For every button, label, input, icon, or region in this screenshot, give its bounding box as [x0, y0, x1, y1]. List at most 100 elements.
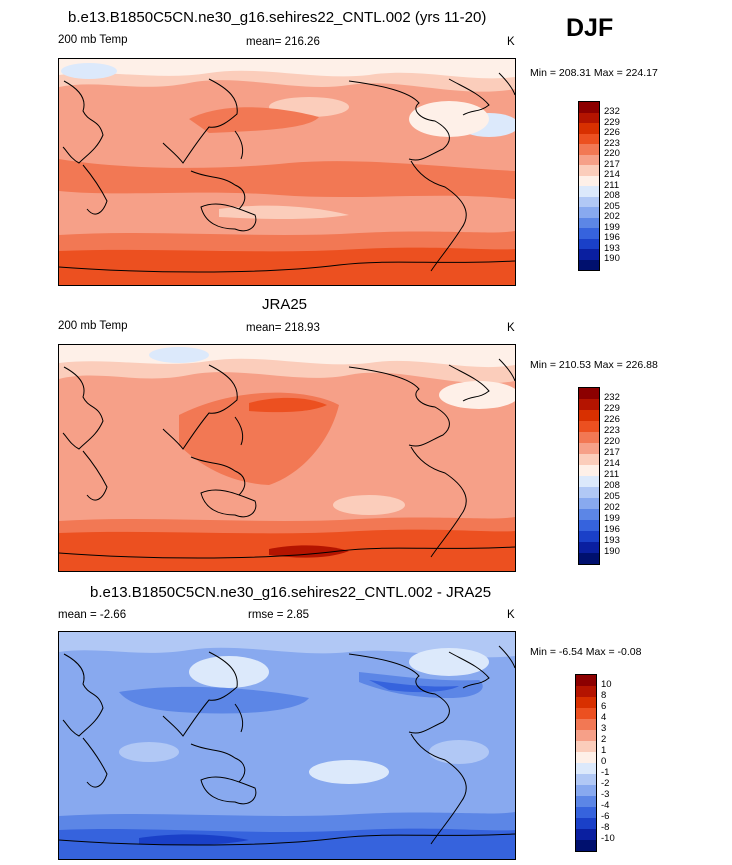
colorbar-tick-label: 196 [604, 524, 620, 535]
colorbar-tick-label: 214 [604, 169, 620, 180]
colorbar-tick-label: 199 [604, 513, 620, 524]
colorbar-tick-label: 205 [604, 491, 620, 502]
colorbar-tick-label: 208 [604, 480, 620, 491]
colorbar-tick-label: 0 [601, 756, 607, 767]
colorbar-tick-label: -4 [601, 800, 610, 811]
colorbar-box [578, 509, 600, 520]
colorbar-box [578, 217, 600, 228]
colorbar-tick-label: 199 [604, 221, 620, 233]
panel3-mean-label: mean = -2.66 [58, 609, 127, 621]
panel1-colorbar: 232 229 226 223 220 217 214 211 208 205 … [578, 101, 620, 271]
colorbar-tick-label: 190 [604, 546, 620, 557]
colorbar-tick-label: 229 [604, 116, 620, 128]
panel2-minmax: Min = 210.53 Max = 226.88 [530, 359, 658, 371]
colorbar-tick-label: 223 [604, 137, 620, 149]
panel3-map [58, 631, 516, 860]
colorbar-tick-label: 202 [604, 502, 620, 513]
colorbar-box [575, 686, 597, 697]
colorbar-tick-label: 196 [604, 232, 620, 243]
colorbar-box [578, 410, 600, 421]
colorbar-box [578, 443, 600, 454]
colorbar-tick-label: -8 [601, 822, 610, 833]
colorbar-tick-label: 2 [601, 734, 607, 745]
panel3-colorbar: 10 8 6 4 3 2 1 0 -1 -2 -3 -4 -6 -8 -10 [575, 674, 615, 852]
panel3-units: K [507, 609, 515, 621]
colorbar-tick-label: 211 [604, 469, 620, 480]
colorbar-tick-label: -2 [601, 778, 610, 789]
colorbar-box [578, 123, 600, 134]
colorbar-box [575, 697, 597, 708]
panel1-title: b.e13.B1850C5CN.ne30_g16.sehires22_CNTL.… [68, 9, 487, 26]
colorbar-box [578, 553, 600, 564]
colorbar-tick-label: 226 [604, 127, 620, 138]
colorbar-box [575, 741, 597, 752]
colorbar-box [578, 498, 600, 509]
panel2-colorbar-boxes [578, 387, 600, 565]
colorbar-tick-label: 220 [604, 436, 620, 447]
panel1-minmax: Min = 208.31 Max = 224.17 [530, 67, 658, 79]
panel1-units: K [507, 36, 515, 48]
panel2-contour-field [59, 345, 515, 571]
panel3-colorbar-boxes [575, 674, 597, 852]
colorbar-tick-label: -3 [601, 789, 610, 800]
panel2-title: JRA25 [262, 296, 308, 313]
colorbar-tick-label: 232 [604, 392, 620, 403]
panel1-colorbar-boxes [578, 101, 600, 271]
colorbar-box [578, 238, 600, 249]
panel2-map [58, 344, 516, 572]
colorbar-tick-label: -1 [601, 767, 610, 778]
colorbar-tick-label: -6 [601, 811, 610, 822]
colorbar-box [578, 531, 600, 542]
colorbar-tick-label: -10 [601, 833, 615, 844]
colorbar-box [578, 476, 600, 487]
colorbar-box [578, 388, 600, 399]
colorbar-tick-label: 205 [604, 200, 620, 212]
colorbar-box [578, 399, 600, 410]
colorbar-box [575, 730, 597, 741]
colorbar-box [578, 542, 600, 553]
colorbar-box [575, 840, 597, 851]
colorbar-box [575, 675, 597, 686]
colorbar-tick-label: 223 [604, 425, 620, 436]
colorbar-tick-label: 193 [604, 242, 620, 254]
panel3-rmse-label: rmse = 2.85 [248, 609, 310, 621]
colorbar-tick-label: 202 [604, 211, 620, 222]
colorbar-box [578, 207, 600, 218]
panel2-units: K [507, 322, 515, 334]
colorbar-tick-label: 190 [604, 253, 620, 264]
panel2-variable-label: 200 mb Temp [58, 320, 128, 332]
colorbar-box [575, 796, 597, 807]
colorbar-box [578, 175, 600, 186]
colorbar-tick-label: 4 [601, 712, 607, 723]
colorbar-box [578, 154, 600, 165]
panel3-minmax: Min = -6.54 Max = -0.08 [530, 646, 642, 658]
panel3-title: b.e13.B1850C5CN.ne30_g16.sehires22_CNTL.… [90, 584, 492, 601]
colorbar-tick-label: 214 [604, 458, 620, 469]
colorbar-box [578, 249, 600, 260]
colorbar-box [575, 774, 597, 785]
colorbar-tick-label: 3 [601, 723, 607, 734]
colorbar-tick-label: 211 [604, 179, 620, 191]
colorbar-box [578, 133, 600, 144]
colorbar-tick-label: 217 [604, 158, 620, 170]
panel2-mean-label: mean= 218.93 [246, 322, 320, 334]
colorbar-box [578, 165, 600, 176]
colorbar-box [578, 144, 600, 155]
panel1-variable-label: 200 mb Temp [58, 34, 128, 46]
colorbar-box [575, 763, 597, 774]
panel1-mean-label: mean= 216.26 [246, 36, 320, 48]
colorbar-box [575, 829, 597, 840]
colorbar-box [578, 196, 600, 207]
colorbar-tick-label: 208 [604, 190, 620, 201]
colorbar-box [578, 102, 600, 113]
colorbar-box [575, 708, 597, 719]
colorbar-tick-label: 8 [601, 690, 607, 701]
colorbar-box [578, 465, 600, 476]
colorbar-box [575, 785, 597, 796]
colorbar-box [578, 112, 600, 123]
colorbar-tick-label: 229 [604, 403, 620, 414]
colorbar-tick-label: 10 [601, 679, 612, 690]
colorbar-tick-label: 193 [604, 535, 620, 546]
colorbar-tick-label: 220 [604, 148, 620, 159]
colorbar-box [578, 421, 600, 432]
